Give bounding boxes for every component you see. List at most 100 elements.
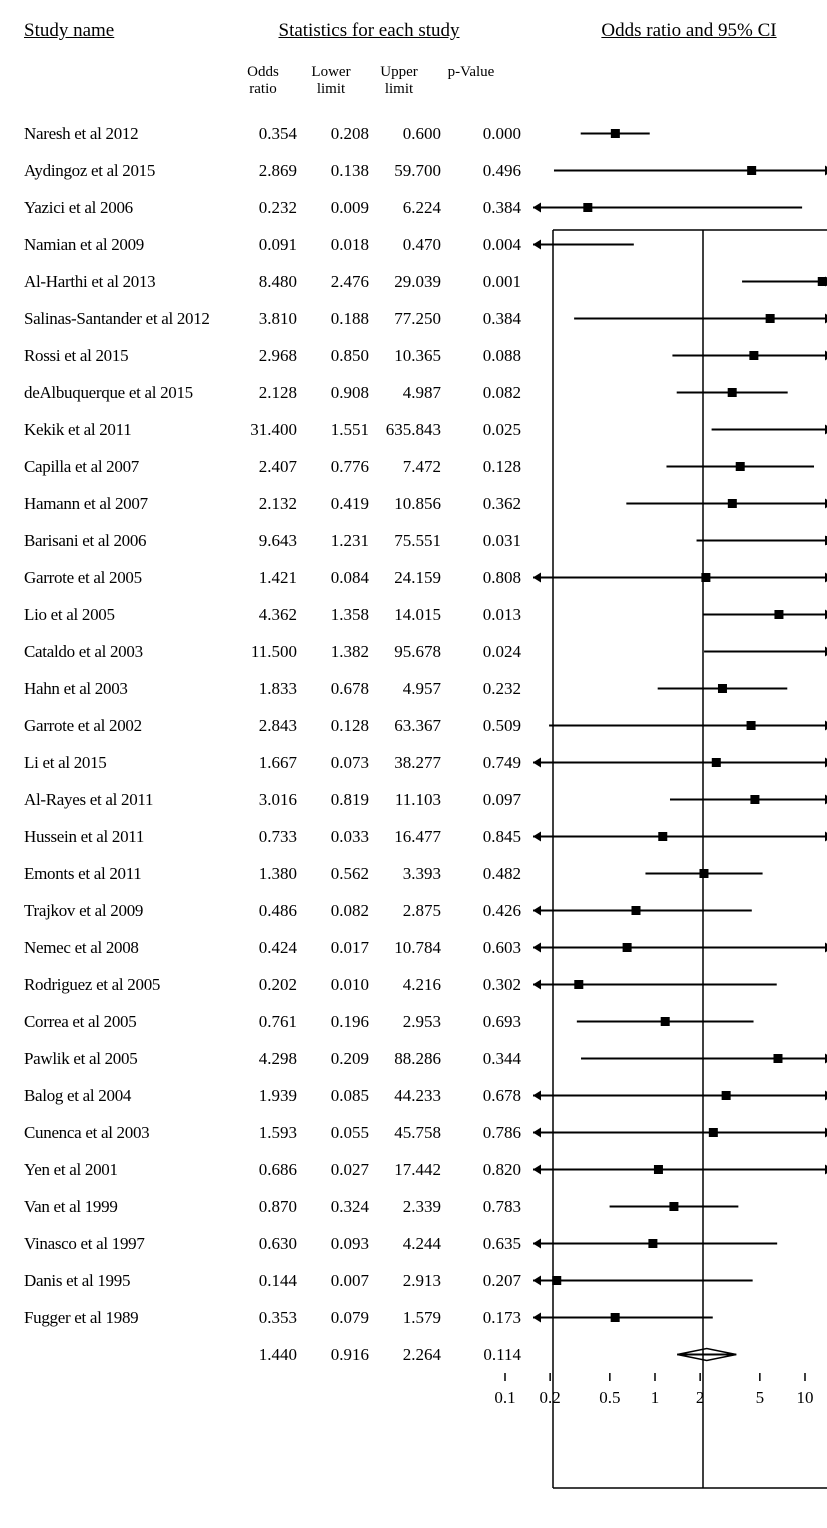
odds-ratio: 4.298 (229, 1049, 301, 1069)
p-value: 0.001 (445, 272, 533, 292)
lower-limit: 1.382 (301, 642, 373, 662)
p-value: 0.786 (445, 1123, 533, 1143)
lower-limit: 0.419 (301, 494, 373, 514)
study-name: Cunenca et al 2003 (20, 1123, 229, 1143)
odds-ratio: 3.810 (229, 309, 301, 329)
upper-limit: 7.472 (373, 457, 445, 477)
odds-ratio: 4.362 (229, 605, 301, 625)
lower-limit: 0.562 (301, 864, 373, 884)
upper-limit: 6.224 (373, 198, 445, 218)
odds-ratio: 0.232 (229, 198, 301, 218)
lower-limit: 0.085 (301, 1086, 373, 1106)
p-value: 0.082 (445, 383, 533, 403)
odds-ratio: 31.400 (229, 420, 301, 440)
lower-limit: 1.358 (301, 605, 373, 625)
upper-limit: 2.264 (373, 1345, 445, 1365)
odds-ratio: 0.733 (229, 827, 301, 847)
p-value: 0.097 (445, 790, 533, 810)
lower-limit: 0.084 (301, 568, 373, 588)
upper-limit: 4.244 (373, 1234, 445, 1254)
lower-limit: 0.324 (301, 1197, 373, 1217)
p-value: 0.693 (445, 1012, 533, 1032)
upper-limit: 11.103 (373, 790, 445, 810)
header-study: Study name (20, 20, 229, 42)
lower-limit: 0.908 (301, 383, 373, 403)
study-name: Hahn et al 2003 (20, 679, 229, 699)
p-value: 0.302 (445, 975, 533, 995)
study-name: Lio et al 2005 (20, 605, 229, 625)
study-name: Aydingoz et al 2015 (20, 161, 229, 181)
study-name: Kekik et al 2011 (20, 420, 229, 440)
upper-limit: 3.393 (373, 864, 445, 884)
lower-limit: 0.093 (301, 1234, 373, 1254)
lower-limit: 0.138 (301, 161, 373, 181)
study-name: Capilla et al 2007 (20, 457, 229, 477)
study-name: Naresh et al 2012 (20, 124, 229, 144)
study-name: Correa et al 2005 (20, 1012, 229, 1032)
upper-limit: 2.339 (373, 1197, 445, 1217)
p-value: 0.024 (445, 642, 533, 662)
odds-ratio: 1.667 (229, 753, 301, 773)
upper-limit: 95.678 (373, 642, 445, 662)
table-row: Yazici et al 20060.2320.0096.2240.384 (20, 189, 827, 226)
odds-ratio: 0.353 (229, 1308, 301, 1328)
study-name: Nemec et al 2008 (20, 938, 229, 958)
axis-tick-label: 0.5 (599, 1388, 620, 1407)
sub-headers: Oddsratio Lowerlimit Upperlimit p-Value (20, 64, 827, 97)
lower-limit: 0.018 (301, 235, 373, 255)
study-name: Rossi et al 2015 (20, 346, 229, 366)
lower-limit: 0.916 (301, 1345, 373, 1365)
p-value: 0.426 (445, 901, 533, 921)
odds-ratio: 0.686 (229, 1160, 301, 1180)
lower-limit: 0.017 (301, 938, 373, 958)
p-value: 0.384 (445, 198, 533, 218)
study-name: Pawlik et al 2005 (20, 1049, 229, 1069)
lower-limit: 0.009 (301, 198, 373, 218)
study-name: Danis et al 1995 (20, 1271, 229, 1291)
odds-ratio: 0.870 (229, 1197, 301, 1217)
upper-limit: 1.579 (373, 1308, 445, 1328)
p-value: 0.749 (445, 753, 533, 773)
lower-limit: 0.010 (301, 975, 373, 995)
study-name: Barisani et al 2006 (20, 531, 229, 551)
lower-limit: 0.082 (301, 901, 373, 921)
p-value: 0.088 (445, 346, 533, 366)
study-name: Balog et al 2004 (20, 1086, 229, 1106)
upper-limit: 4.957 (373, 679, 445, 699)
lower-limit: 0.055 (301, 1123, 373, 1143)
upper-limit: 29.039 (373, 272, 445, 292)
axis-tick-label: 2 (696, 1388, 705, 1407)
odds-ratio: 1.833 (229, 679, 301, 699)
p-value: 0.173 (445, 1308, 533, 1328)
odds-ratio: 11.500 (229, 642, 301, 662)
p-value: 0.603 (445, 938, 533, 958)
study-name: Al-Harthi et al 2013 (20, 272, 229, 292)
odds-ratio: 0.424 (229, 938, 301, 958)
p-value: 0.004 (445, 235, 533, 255)
odds-ratio: 3.016 (229, 790, 301, 810)
lower-limit: 0.208 (301, 124, 373, 144)
axis-tick-label: 0.1 (494, 1388, 515, 1407)
upper-limit: 0.600 (373, 124, 445, 144)
plot-frame (553, 230, 827, 1488)
upper-limit: 4.987 (373, 383, 445, 403)
p-value: 0.000 (445, 124, 533, 144)
upper-limit: 2.875 (373, 901, 445, 921)
study-name: Li et al 2015 (20, 753, 229, 773)
p-value: 0.013 (445, 605, 533, 625)
study-name: Yazici et al 2006 (20, 198, 229, 218)
study-name: Hussein et al 2011 (20, 827, 229, 847)
p-value: 0.678 (445, 1086, 533, 1106)
odds-ratio: 9.643 (229, 531, 301, 551)
odds-ratio: 2.869 (229, 161, 301, 181)
lower-limit: 0.196 (301, 1012, 373, 1032)
odds-ratio: 0.144 (229, 1271, 301, 1291)
odds-ratio: 1.421 (229, 568, 301, 588)
lower-limit: 0.678 (301, 679, 373, 699)
study-name: Namian et al 2009 (20, 235, 229, 255)
upper-limit: 10.784 (373, 938, 445, 958)
odds-ratio: 0.486 (229, 901, 301, 921)
odds-ratio: 8.480 (229, 272, 301, 292)
study-name: Emonts et al 2011 (20, 864, 229, 884)
study-name: Al-Rayes et al 2011 (20, 790, 229, 810)
